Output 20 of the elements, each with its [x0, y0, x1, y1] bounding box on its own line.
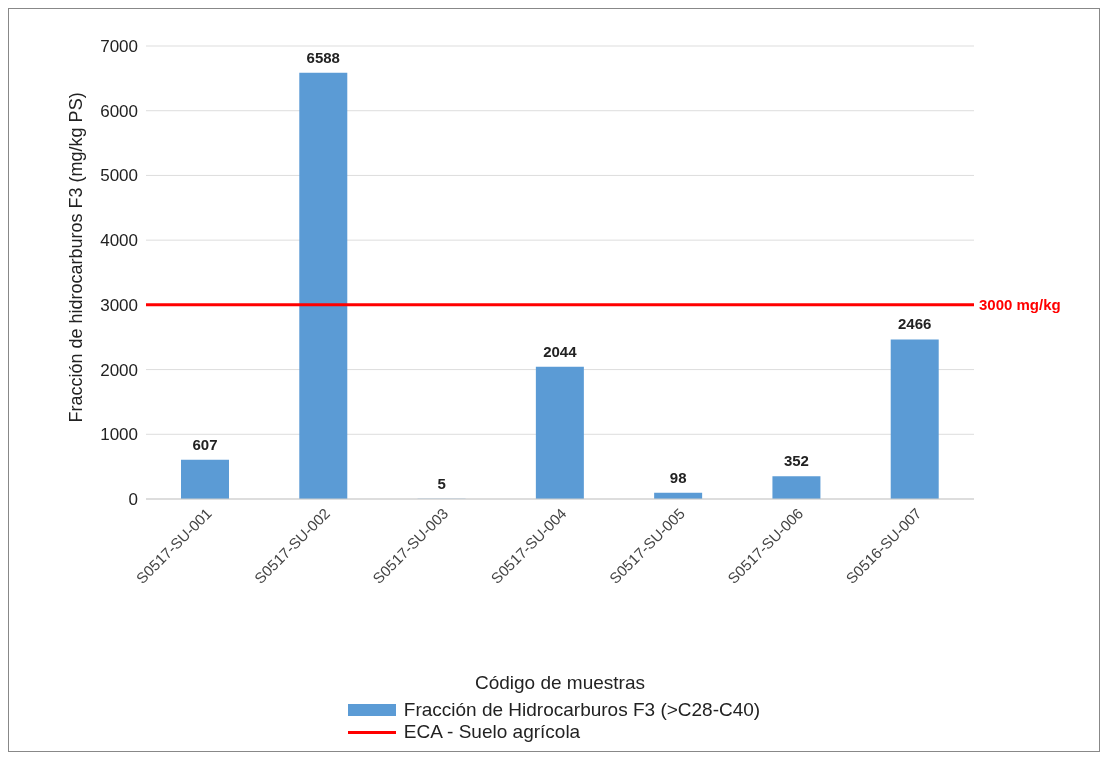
data-label: 607	[192, 435, 218, 453]
data-label: 352	[783, 452, 809, 470]
legend-label: ECA - Suelo agrícola	[403, 721, 581, 743]
y-tick-label: 7000	[100, 37, 138, 57]
data-label: 5	[437, 474, 446, 492]
y-tick-label: 4000	[100, 231, 138, 251]
y-tick-label: 2000	[100, 360, 138, 380]
y-tick-label: 3000	[100, 295, 138, 315]
y-tick-label: 5000	[100, 166, 138, 186]
y-axis-title: Fracción de hidrocarburos F3 (mg/kg PS)	[66, 92, 87, 423]
y-tick-label: 0	[128, 490, 138, 510]
data-label: 2466	[898, 315, 932, 333]
y-tick-label: 6000	[100, 101, 138, 121]
x-axis-title: Código de muestras	[474, 672, 646, 693]
data-label: 6588	[306, 48, 340, 66]
data-label: 2044	[543, 342, 578, 360]
y-tick-label: 1000	[100, 425, 138, 445]
legend-label: Fracción de Hidrocarburos F3 (>C28-C40)	[403, 699, 761, 721]
data-label: 98	[669, 468, 687, 486]
text: 3000 mg/kg	[979, 296, 1061, 314]
